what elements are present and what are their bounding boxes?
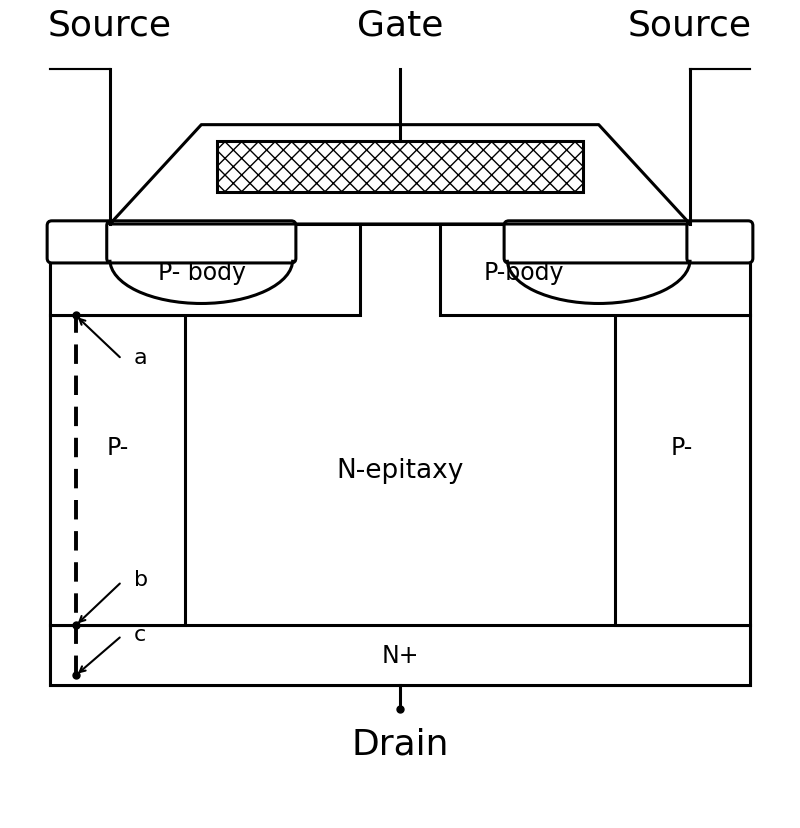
Text: N+: N+ <box>580 231 618 254</box>
Text: c: c <box>134 624 146 644</box>
Text: N-epitaxy: N-epitaxy <box>336 458 464 484</box>
Bar <box>50 224 750 685</box>
Text: p+: p+ <box>702 231 738 254</box>
Bar <box>440 224 750 316</box>
Text: Drain: Drain <box>351 727 449 761</box>
Text: N+: N+ <box>382 643 418 667</box>
Text: P-: P- <box>671 435 694 459</box>
FancyBboxPatch shape <box>687 222 753 263</box>
Text: P- body: P- body <box>158 260 246 284</box>
Text: N+: N+ <box>182 231 220 254</box>
Bar <box>50 316 186 626</box>
Text: Source: Source <box>628 8 752 42</box>
Text: p+: p+ <box>62 231 98 254</box>
Text: P-: P- <box>106 435 129 459</box>
FancyBboxPatch shape <box>106 222 296 263</box>
Text: Source: Source <box>48 8 172 42</box>
Bar <box>50 224 360 316</box>
Text: P-body: P-body <box>483 260 564 284</box>
FancyBboxPatch shape <box>504 222 694 263</box>
Text: a: a <box>134 347 147 368</box>
Text: Gate: Gate <box>357 8 443 42</box>
Bar <box>50 626 750 685</box>
Text: b: b <box>134 570 148 590</box>
Bar <box>614 316 750 626</box>
Bar <box>218 142 582 193</box>
FancyBboxPatch shape <box>47 222 113 263</box>
